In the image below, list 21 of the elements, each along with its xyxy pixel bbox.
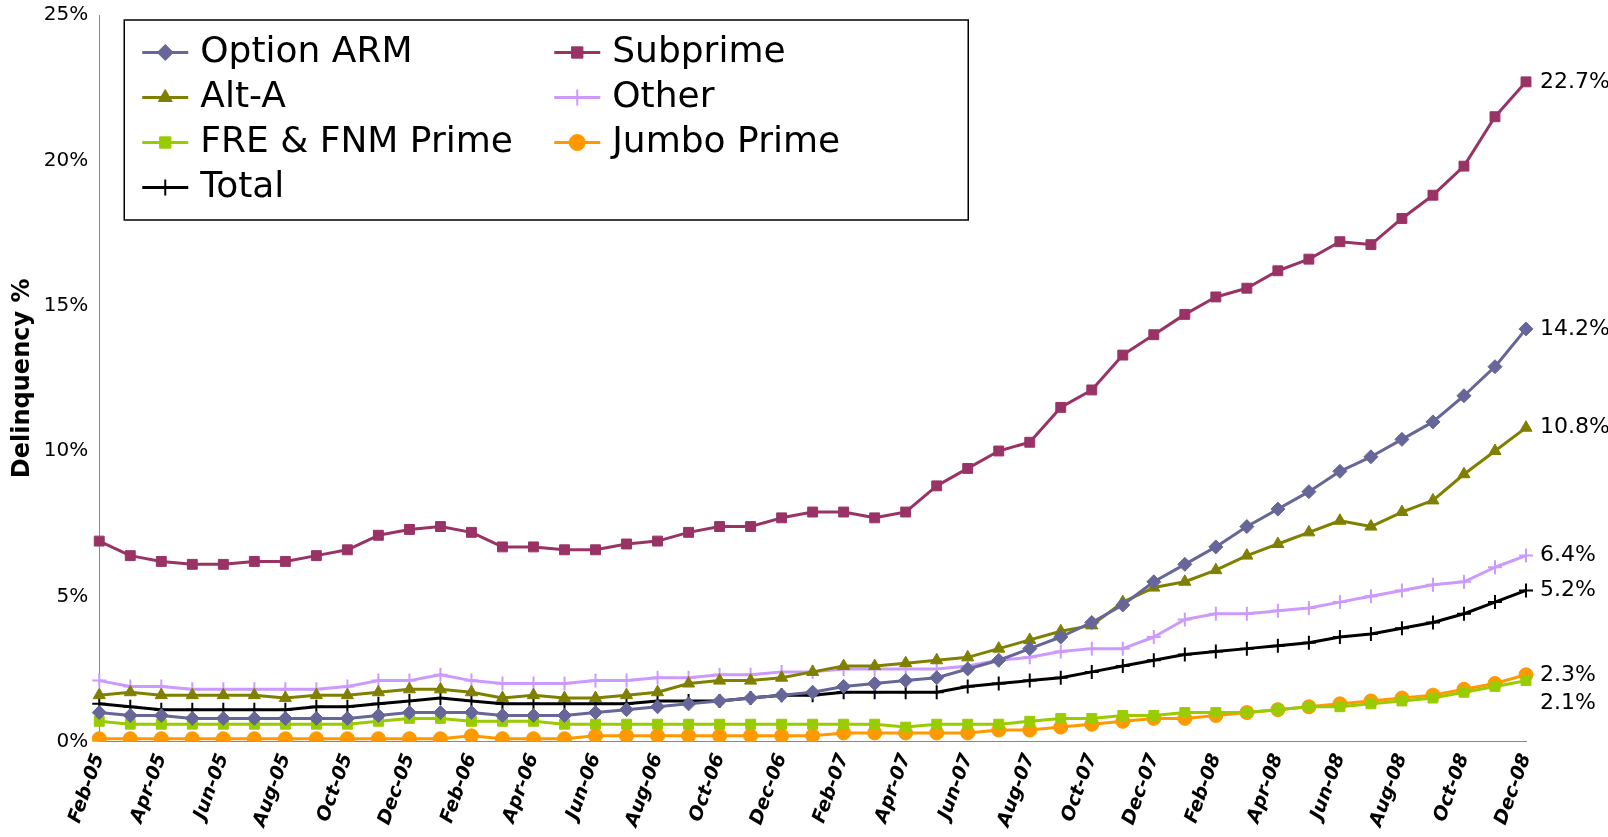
data-label: 6.4% <box>1540 541 1596 567</box>
y-tick-label: 15% <box>43 291 89 316</box>
y-axis-title: Delinquency % <box>6 278 35 479</box>
legend-label: Option ARM <box>200 28 413 70</box>
legend-label: Total <box>199 163 285 205</box>
y-tick-label: 25% <box>43 1 89 26</box>
y-tick-label: 0% <box>56 727 89 752</box>
data-label: 5.2% <box>1540 576 1596 602</box>
legend-label: Subprime <box>612 28 786 70</box>
legend-label: FRE & FNM Prime <box>200 118 513 160</box>
legend-label: Alt-A <box>200 73 287 115</box>
data-label: 22.7% <box>1540 67 1608 93</box>
y-tick-label: 5% <box>56 582 89 607</box>
y-tick-label: 10% <box>43 437 89 462</box>
legend-label: Other <box>612 73 715 115</box>
data-label: 10.8% <box>1540 413 1608 439</box>
data-label: 2.1% <box>1540 688 1596 714</box>
data-label: 14.2% <box>1540 314 1608 340</box>
data-label: 2.3% <box>1540 660 1596 686</box>
y-tick-label: 20% <box>43 146 89 171</box>
legend-label: Jumbo Prime <box>610 118 841 160</box>
